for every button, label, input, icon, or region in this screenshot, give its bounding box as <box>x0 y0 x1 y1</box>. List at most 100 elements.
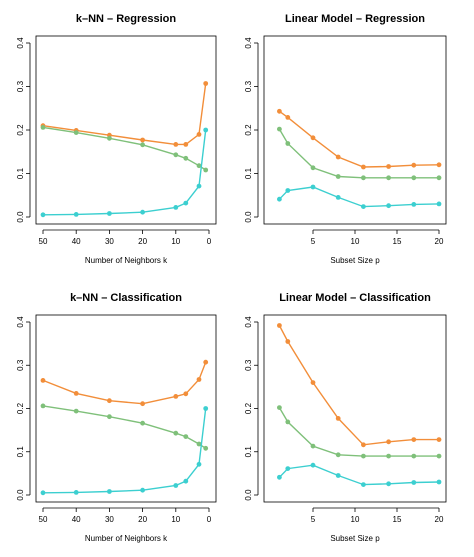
data-point <box>361 453 366 459</box>
data-point <box>107 135 112 141</box>
series-line-2 <box>42 126 207 171</box>
data-point <box>107 414 112 420</box>
y-tick-label: 0.0 <box>244 489 253 501</box>
data-point <box>140 209 146 215</box>
x-tick-label: 10 <box>171 237 180 246</box>
chart-title: Linear Model – Regression <box>285 13 425 25</box>
data-point <box>386 203 391 209</box>
y-tick-label: 0.2 <box>16 402 25 414</box>
series-line-3 <box>278 464 440 486</box>
data-point <box>183 391 189 397</box>
data-point <box>285 339 291 344</box>
data-point <box>386 453 391 459</box>
data-point <box>285 466 291 471</box>
data-point <box>173 430 179 436</box>
y-tick-label: 0.3 <box>244 80 253 92</box>
y-tick-label: 0.4 <box>16 37 25 49</box>
data-point <box>277 405 282 410</box>
data-point <box>386 164 391 169</box>
data-point <box>411 202 417 207</box>
data-point <box>173 483 179 488</box>
data-point <box>203 127 209 133</box>
data-point <box>411 453 417 459</box>
y-tick-label: 0.3 <box>16 359 25 371</box>
data-point <box>436 175 442 181</box>
chart-panel-1: k–NN – Regression 50 40 30 20 10 0 0.0 0.1 0.2 0.3… <box>16 13 217 265</box>
data-point <box>40 378 46 383</box>
data-point <box>196 132 202 137</box>
data-point <box>285 141 291 146</box>
x-tick-label: 20 <box>435 237 444 246</box>
data-point <box>73 130 79 136</box>
data-point <box>285 188 291 193</box>
data-point <box>40 212 46 218</box>
x-tick-label: 30 <box>105 237 114 246</box>
series-line-2 <box>278 128 439 179</box>
y-tick-label: 0.0 <box>16 211 25 223</box>
data-point <box>40 490 46 496</box>
x-tick-label: 15 <box>393 237 402 246</box>
y-tick-label: 0.0 <box>244 211 253 223</box>
data-point <box>277 323 282 328</box>
data-point <box>140 487 146 493</box>
data-point <box>107 398 112 404</box>
x-tick-label: 40 <box>72 515 81 524</box>
data-point <box>436 437 442 442</box>
data-point <box>310 443 316 449</box>
data-point <box>183 200 189 206</box>
y-tick-label: 0.4 <box>244 37 253 49</box>
x-tick-label: 50 <box>39 237 48 246</box>
data-point <box>361 442 366 448</box>
data-point <box>140 420 146 426</box>
x-axis-label: Number of Neighbors k <box>85 256 168 265</box>
data-point <box>183 434 189 439</box>
data-point <box>310 380 316 385</box>
x-tick-label: 30 <box>105 515 114 524</box>
x-tick-label: 50 <box>39 515 48 524</box>
data-point <box>335 174 341 179</box>
data-point <box>196 441 202 447</box>
data-point <box>335 416 341 421</box>
plot-frame <box>35 35 217 225</box>
data-point <box>183 155 189 161</box>
data-point <box>436 453 442 459</box>
data-point <box>73 408 79 414</box>
y-tick-label: 0.2 <box>16 124 25 136</box>
data-point <box>436 162 442 168</box>
data-point <box>335 452 341 458</box>
data-point <box>386 175 391 181</box>
x-tick-label: 20 <box>138 515 147 524</box>
data-point <box>196 183 202 189</box>
y-tick-label: 0.1 <box>244 446 253 458</box>
data-point <box>40 403 46 409</box>
x-axis-label: Number of Neighbors k <box>85 534 168 543</box>
data-point <box>196 461 202 467</box>
data-point <box>183 142 189 147</box>
data-point <box>310 165 316 171</box>
x-tick-label: 10 <box>351 237 360 246</box>
data-point <box>386 481 391 487</box>
data-point <box>140 401 146 407</box>
data-point <box>140 142 146 148</box>
data-point <box>107 211 112 216</box>
data-point <box>285 115 291 120</box>
series-line-3 <box>42 408 207 494</box>
data-point <box>335 154 341 160</box>
data-point <box>277 126 282 132</box>
data-point <box>277 474 282 480</box>
data-point <box>73 490 79 495</box>
data-point <box>196 377 202 382</box>
plot-frame <box>263 314 447 503</box>
data-point <box>411 480 417 485</box>
x-tick-label: 15 <box>393 515 402 524</box>
data-point <box>203 359 209 365</box>
y-tick-label: 0.3 <box>244 359 253 371</box>
data-point <box>310 462 316 468</box>
data-point <box>436 479 442 485</box>
chart-panel-4: Linear Model – Classification 5 10 15 20 0.0 0… <box>244 292 447 543</box>
y-tick-label: 0.3 <box>16 80 25 92</box>
y-tick-label: 0.4 <box>16 316 25 328</box>
